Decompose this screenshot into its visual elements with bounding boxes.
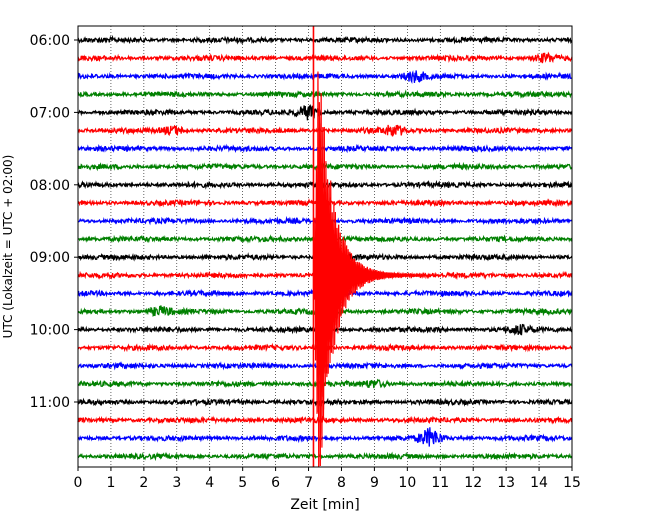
trace-06:30 [77, 70, 573, 84]
plot-frame [77, 25, 573, 468]
event-trace [312, 26, 425, 467]
trace-11:00 [77, 397, 573, 407]
y-tick-label: 11:00 [30, 395, 70, 411]
y-axis-title: UTC (Lokalzeit = UTC + 02:00) [1, 155, 15, 339]
x-tick-label: 15 [563, 475, 581, 491]
y-tick-label: 10:00 [30, 323, 70, 339]
x-tick-label: 13 [497, 475, 515, 491]
y-tick-label: 09:00 [30, 250, 70, 266]
x-tick-label: 3 [172, 475, 181, 491]
x-tick-label: 14 [530, 475, 548, 491]
trace-07:30 [77, 143, 573, 154]
y-tick-label: 07:00 [30, 105, 70, 121]
y-tick-label: 06:00 [30, 33, 70, 49]
x-tick-label: 2 [139, 475, 148, 491]
x-tick-label: 1 [106, 475, 115, 491]
trace-07:15 [77, 124, 573, 137]
x-tick-label: 12 [464, 475, 482, 491]
event-waveform [312, 71, 425, 467]
trace-11:15 [77, 415, 573, 425]
x-tick-label: 6 [271, 475, 280, 491]
trace-11:45 [77, 451, 573, 462]
trace-07:00 [77, 104, 573, 121]
trace-06:45 [77, 89, 573, 100]
y-tick-label: 08:00 [30, 178, 70, 194]
x-tick-label: 10 [398, 475, 416, 491]
trace-11:30 [77, 427, 573, 447]
x-axis-ticks: 0 1 2 3 4 5 6 7 8 9 10 11 12 13 14 15 [74, 467, 581, 491]
x-tick-label: 4 [205, 475, 214, 491]
y-axis-ticks: 06:00 07:00 08:00 09:00 10:00 11:00 [30, 33, 78, 411]
x-tick-label: 5 [238, 475, 247, 491]
trace-06:15 [77, 51, 573, 64]
x-axis-title: Zeit [min] [290, 497, 359, 513]
x-tick-label: 11 [431, 475, 449, 491]
x-tick-label: 9 [370, 475, 379, 491]
trace-06:00 [77, 34, 573, 45]
x-tick-label: 0 [74, 475, 83, 491]
x-tick-label: 8 [337, 475, 346, 491]
x-tick-label: 7 [304, 475, 313, 491]
